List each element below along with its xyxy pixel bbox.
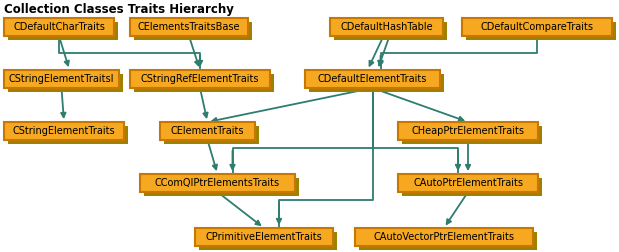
Text: CAutoPtrElementTraits: CAutoPtrElementTraits: [413, 178, 523, 188]
Bar: [4, 18, 114, 36]
Bar: [134, 22, 252, 40]
Bar: [164, 126, 259, 144]
Text: CDefaultElementTraits: CDefaultElementTraits: [318, 74, 427, 84]
Text: CStringElementTraits: CStringElementTraits: [12, 126, 115, 136]
Bar: [8, 22, 118, 40]
Bar: [140, 174, 295, 192]
Bar: [130, 18, 248, 36]
Bar: [130, 70, 270, 88]
Bar: [466, 22, 616, 40]
Bar: [144, 178, 299, 196]
Bar: [134, 74, 274, 92]
Text: CHeapPtrElementTraits: CHeapPtrElementTraits: [412, 126, 524, 136]
Text: CComQIPtrElementsTraits: CComQIPtrElementsTraits: [155, 178, 280, 188]
Bar: [398, 122, 538, 140]
Bar: [8, 74, 123, 92]
Bar: [359, 232, 537, 250]
Bar: [330, 18, 443, 36]
Text: CAutoVectorPtrElementTraits: CAutoVectorPtrElementTraits: [373, 232, 514, 242]
Bar: [195, 228, 333, 246]
Bar: [402, 126, 542, 144]
Bar: [398, 174, 538, 192]
Text: CStringElementTraitsI: CStringElementTraitsI: [9, 74, 115, 84]
Bar: [355, 228, 533, 246]
Text: CPrimitiveElementTraits: CPrimitiveElementTraits: [206, 232, 322, 242]
Text: CDefaultCharTraits: CDefaultCharTraits: [13, 22, 105, 32]
Text: CElementTraits: CElementTraits: [171, 126, 245, 136]
Bar: [305, 70, 440, 88]
Bar: [334, 22, 447, 40]
Text: Collection Classes Traits Hierarchy: Collection Classes Traits Hierarchy: [4, 4, 234, 16]
Bar: [462, 18, 612, 36]
Text: CElementsTraitsBase: CElementsTraitsBase: [138, 22, 240, 32]
Bar: [402, 178, 542, 196]
Bar: [160, 122, 255, 140]
Bar: [4, 70, 119, 88]
Text: CDefaultCompareTraits: CDefaultCompareTraits: [480, 22, 594, 32]
Text: CDefaultHashTable: CDefaultHashTable: [340, 22, 433, 32]
Bar: [8, 126, 128, 144]
Bar: [199, 232, 337, 250]
Bar: [309, 74, 444, 92]
Bar: [4, 122, 124, 140]
Text: CStringRefElementTraits: CStringRefElementTraits: [141, 74, 259, 84]
